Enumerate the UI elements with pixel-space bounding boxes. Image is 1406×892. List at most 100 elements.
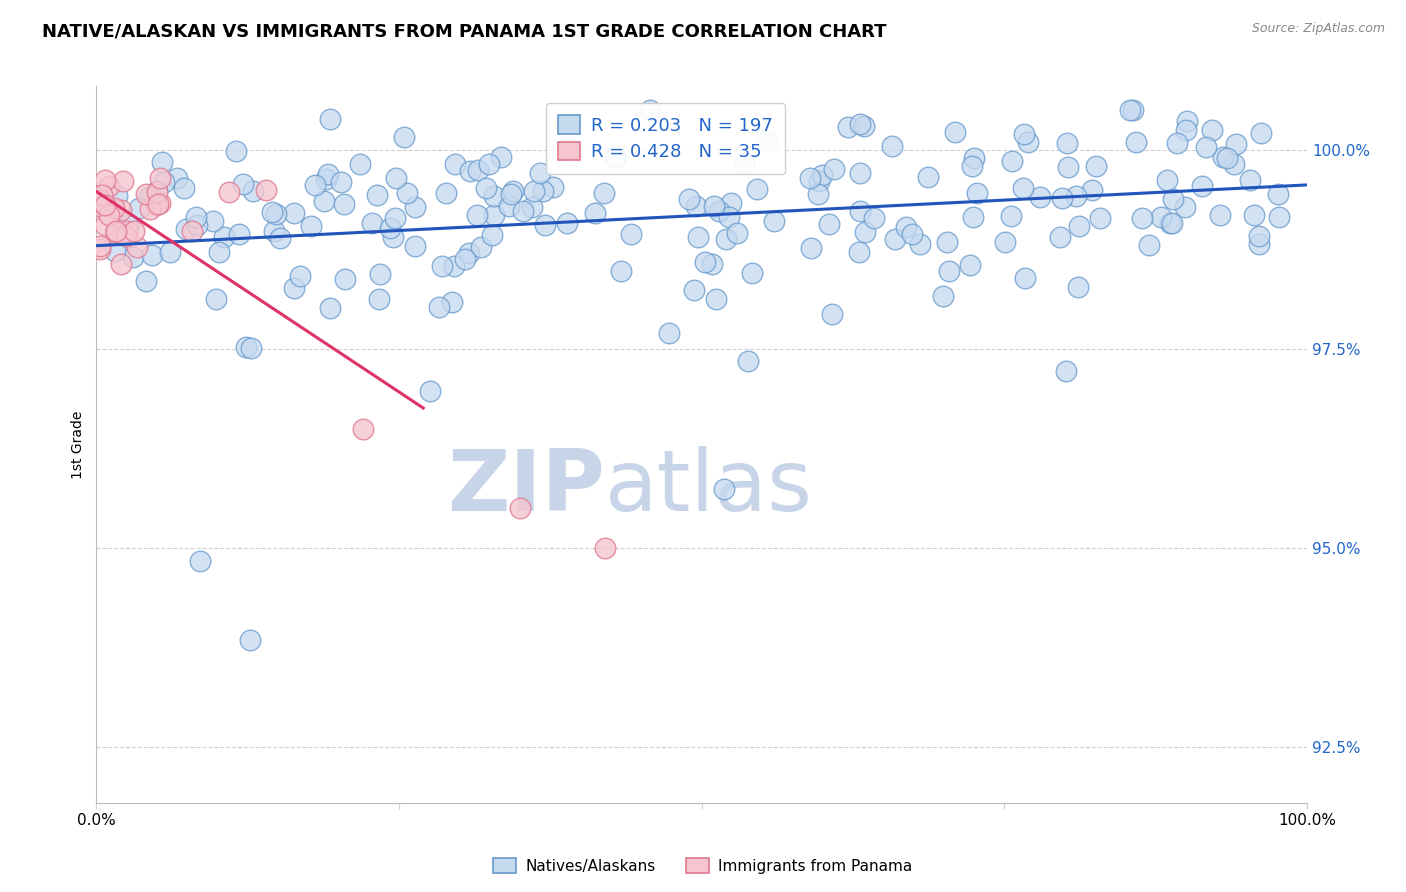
- Point: [1209, 208, 1232, 222]
- Point: [470, 240, 492, 254]
- Point: [583, 206, 606, 220]
- Point: [685, 199, 707, 213]
- Point: [1088, 211, 1111, 226]
- Point: [384, 170, 406, 185]
- Point: [319, 301, 342, 315]
- Legend: Natives/Alaskans, Immigrants from Panama: Natives/Alaskans, Immigrants from Panama: [488, 852, 918, 880]
- Point: [823, 161, 845, 176]
- Point: [529, 166, 551, 180]
- Point: [380, 221, 402, 235]
- Point: [1000, 209, 1022, 223]
- Point: [202, 214, 225, 228]
- Point: [394, 130, 416, 145]
- Point: [658, 326, 681, 340]
- Point: [1194, 140, 1216, 154]
- Point: [316, 167, 339, 181]
- Point: [737, 354, 759, 368]
- Text: NATIVE/ALASKAN VS IMMIGRANTS FROM PANAMA 1ST GRADE CORRELATION CHART: NATIVE/ALASKAN VS IMMIGRANTS FROM PANAMA…: [42, 22, 887, 40]
- Point: [1191, 178, 1213, 193]
- Point: [534, 219, 557, 233]
- Point: [499, 186, 522, 201]
- Point: [349, 157, 371, 171]
- Point: [763, 214, 786, 228]
- Point: [381, 229, 404, 244]
- Point: [458, 164, 481, 178]
- Point: [254, 183, 277, 197]
- Point: [367, 293, 389, 307]
- Point: [605, 151, 627, 165]
- Point: [150, 155, 173, 169]
- Point: [444, 157, 467, 171]
- Point: [1012, 128, 1035, 142]
- Point: [1212, 150, 1234, 164]
- Point: [1267, 187, 1289, 202]
- Point: [818, 217, 841, 231]
- Point: [264, 207, 287, 221]
- Point: [959, 258, 981, 272]
- Point: [1216, 151, 1239, 165]
- Point: [1223, 157, 1246, 171]
- Point: [745, 182, 768, 196]
- Point: [352, 421, 374, 435]
- Point: [849, 204, 872, 219]
- Point: [135, 187, 157, 202]
- Point: [756, 134, 779, 148]
- Point: [498, 199, 520, 213]
- Point: [152, 175, 174, 189]
- Point: [1080, 182, 1102, 196]
- Point: [678, 192, 700, 206]
- Point: [593, 541, 616, 555]
- Point: [122, 250, 145, 264]
- Point: [523, 184, 546, 198]
- Legend: R = 0.203   N = 197, R = 0.428   N = 35: R = 0.203 N = 197, R = 0.428 N = 35: [546, 103, 785, 174]
- Point: [159, 245, 181, 260]
- Point: [115, 224, 138, 238]
- Point: [186, 218, 208, 232]
- Point: [204, 292, 226, 306]
- Point: [122, 224, 145, 238]
- Point: [741, 266, 763, 280]
- Point: [894, 219, 917, 234]
- Point: [128, 202, 150, 216]
- Point: [1050, 191, 1073, 205]
- Point: [1049, 230, 1071, 244]
- Point: [232, 178, 254, 192]
- Point: [242, 184, 264, 198]
- Point: [605, 150, 627, 164]
- Point: [994, 235, 1017, 249]
- Point: [103, 201, 125, 215]
- Point: [1161, 193, 1184, 207]
- Point: [89, 239, 111, 253]
- Point: [214, 230, 236, 244]
- Point: [441, 294, 464, 309]
- Point: [938, 264, 960, 278]
- Point: [419, 384, 441, 399]
- Point: [104, 224, 127, 238]
- Point: [145, 198, 167, 212]
- Point: [146, 186, 169, 200]
- Point: [700, 257, 723, 271]
- Point: [931, 289, 953, 303]
- Point: [693, 255, 716, 269]
- Point: [315, 172, 337, 186]
- Point: [166, 171, 188, 186]
- Point: [368, 267, 391, 281]
- Point: [173, 180, 195, 194]
- Point: [638, 103, 661, 118]
- Point: [474, 180, 496, 194]
- Point: [848, 244, 870, 259]
- Point: [269, 231, 291, 245]
- Point: [299, 219, 322, 233]
- Point: [478, 156, 501, 170]
- Point: [135, 274, 157, 288]
- Point: [1017, 135, 1039, 149]
- Point: [458, 246, 481, 260]
- Point: [366, 188, 388, 202]
- Point: [481, 228, 503, 243]
- Point: [304, 178, 326, 193]
- Point: [333, 196, 356, 211]
- Point: [225, 144, 247, 158]
- Point: [94, 218, 117, 232]
- Point: [849, 117, 872, 131]
- Point: [89, 199, 111, 213]
